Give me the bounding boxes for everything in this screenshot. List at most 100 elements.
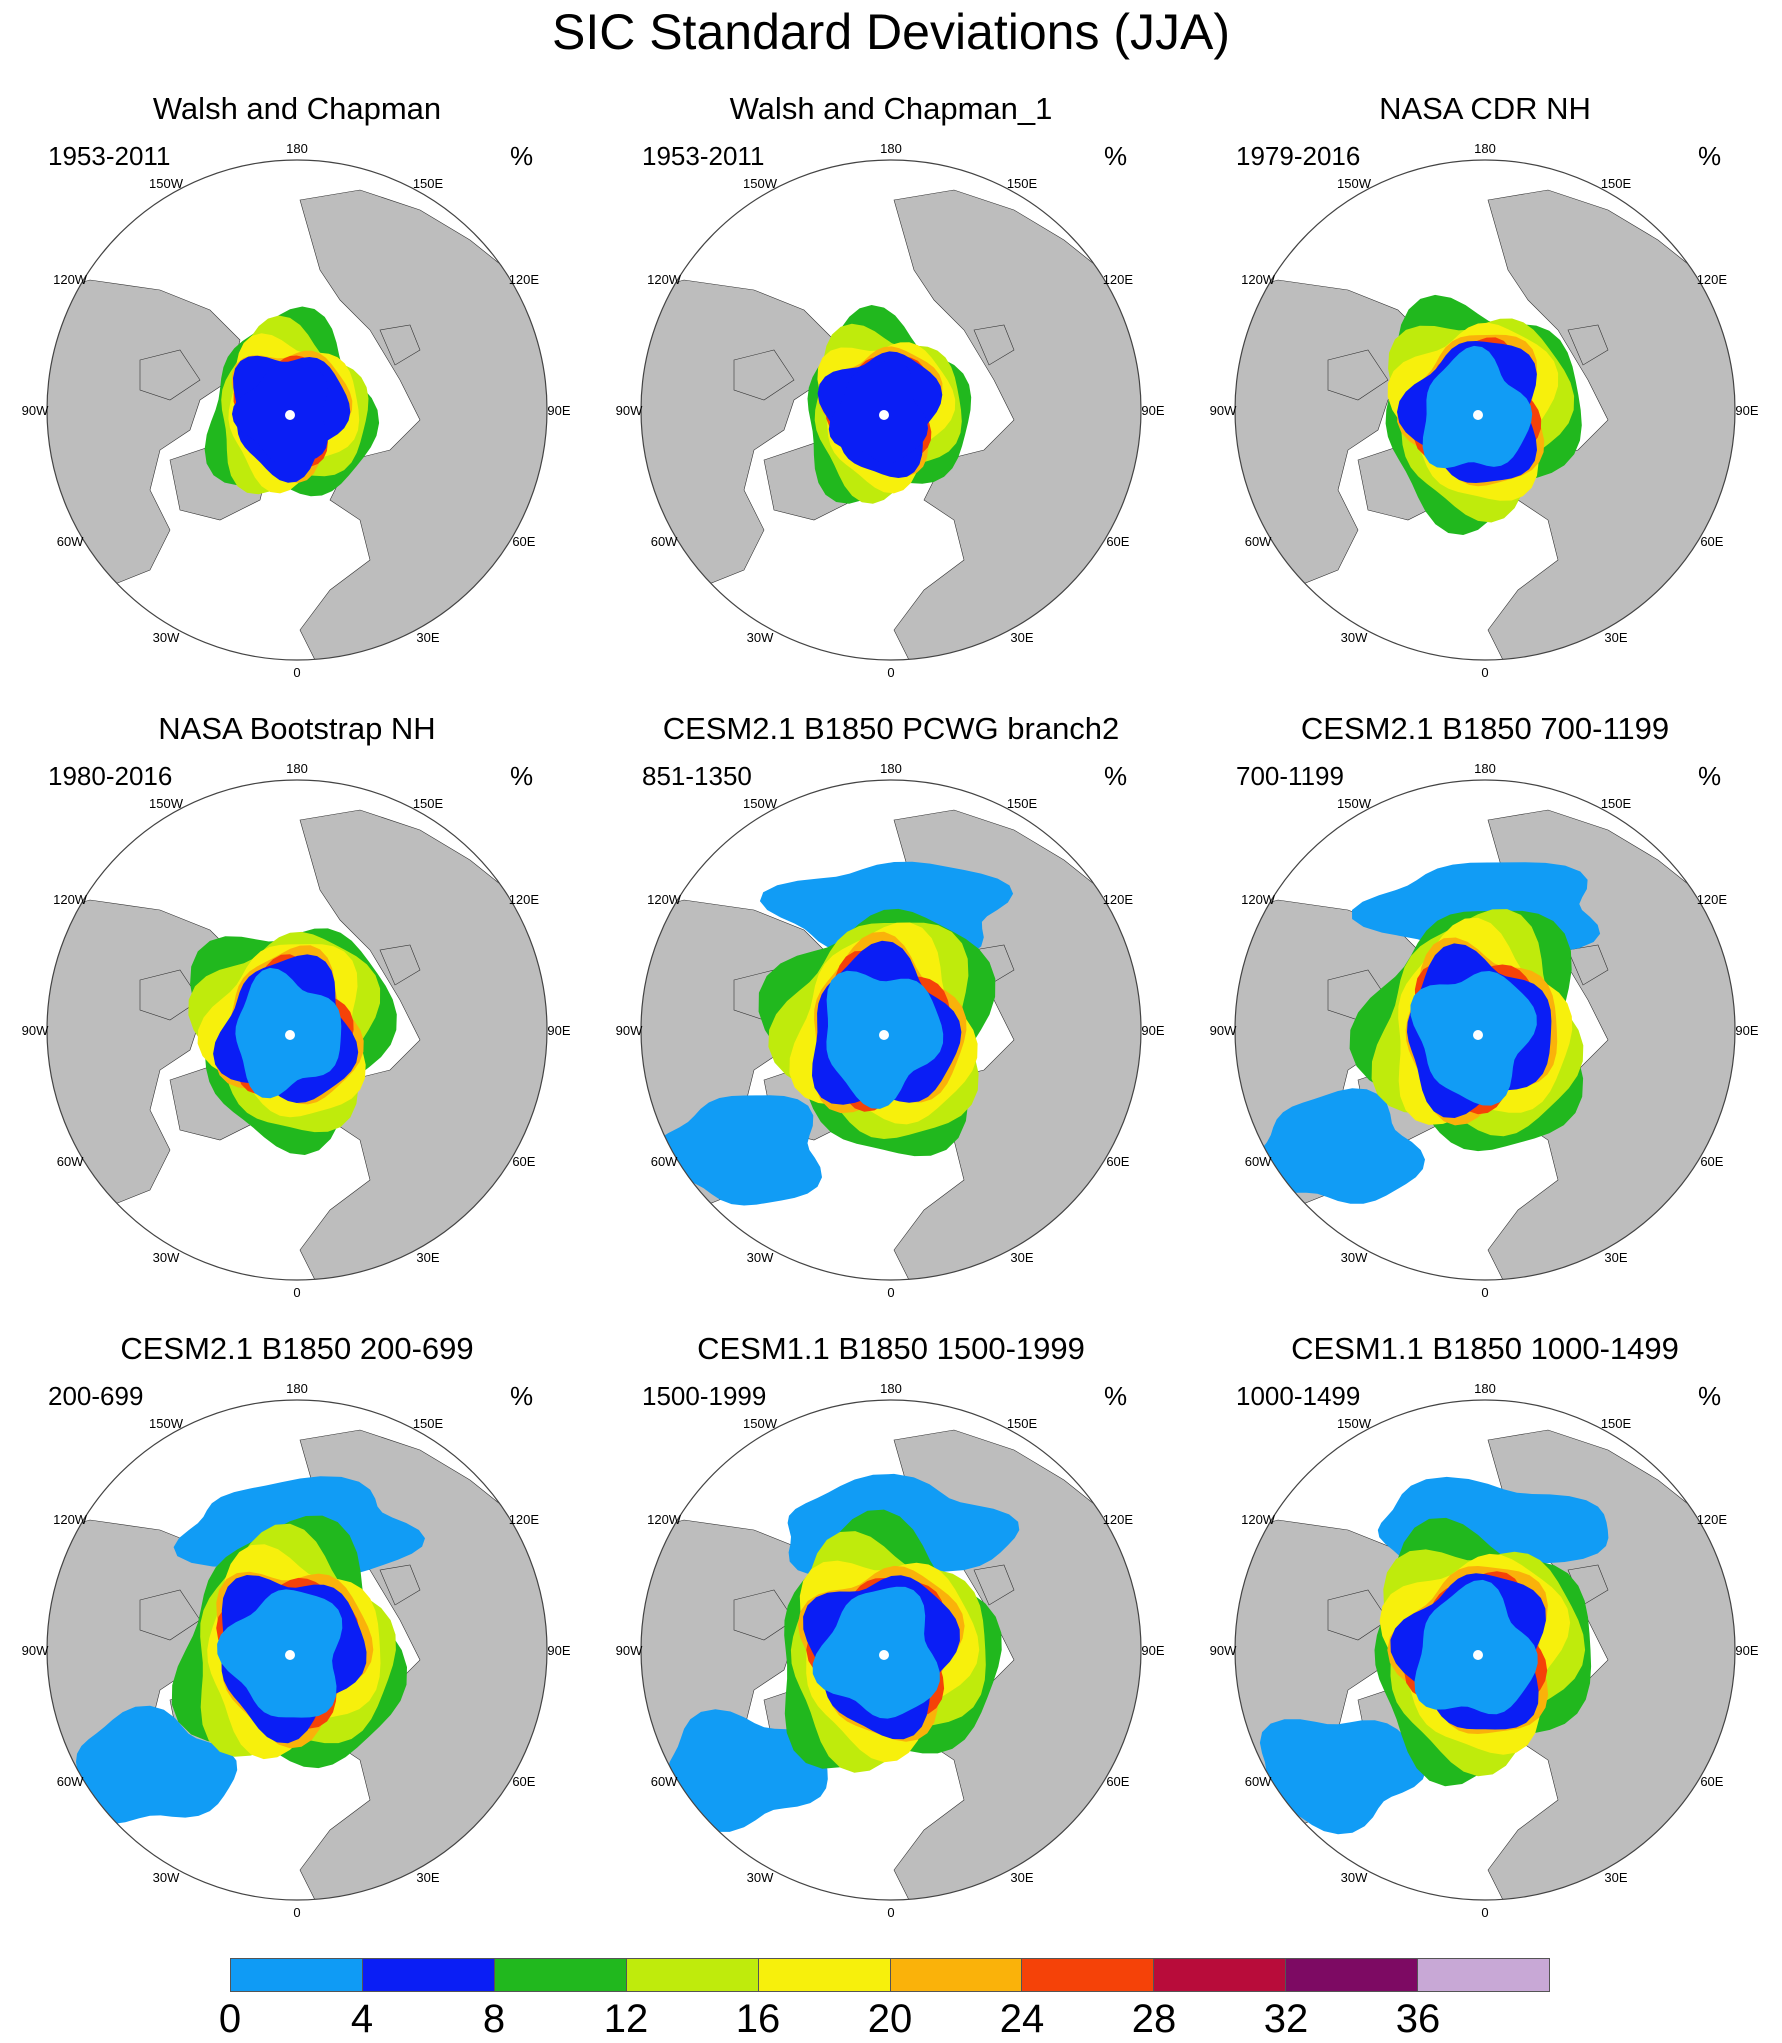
longitude-label: 90E bbox=[547, 1023, 570, 1038]
longitude-label: 30W bbox=[747, 1870, 774, 1885]
polar-map: 180 150E 120E 90E 60E 30E 0 30W 60W 90W 120W 150W bbox=[1210, 141, 1759, 680]
longitude-label: 120E bbox=[1697, 892, 1728, 907]
longitude-label: 60E bbox=[1106, 534, 1129, 549]
panel-period: 1000-1499 bbox=[1236, 1381, 1361, 1411]
longitude-label: 30W bbox=[747, 1250, 774, 1265]
colorbar-swatch bbox=[889, 1958, 1022, 1992]
longitude-label: 120W bbox=[647, 892, 682, 907]
panel-title: CESM2.1 B1850 700-1199 bbox=[1300, 711, 1670, 746]
longitude-label: 90W bbox=[1210, 1643, 1237, 1658]
longitude-label: 120E bbox=[1103, 1512, 1134, 1527]
longitude-label: 180 bbox=[286, 761, 308, 776]
longitude-label: 120W bbox=[1241, 892, 1276, 907]
longitude-label: 0 bbox=[887, 1905, 894, 1920]
colorbar-swatch bbox=[1417, 1958, 1551, 1992]
longitude-label: 180 bbox=[880, 761, 902, 776]
longitude-label: 180 bbox=[880, 1381, 902, 1396]
longitude-label: 30E bbox=[1010, 1870, 1033, 1885]
longitude-label: 30E bbox=[416, 1870, 439, 1885]
panel-period: 851-1350 bbox=[642, 761, 752, 791]
colorbar-swatch bbox=[1285, 1958, 1418, 1992]
longitude-label: 0 bbox=[887, 665, 894, 680]
longitude-label: 90E bbox=[547, 403, 570, 418]
longitude-label: 60E bbox=[1700, 1154, 1723, 1169]
longitude-label: 150E bbox=[413, 796, 444, 811]
longitude-label: 30W bbox=[153, 1870, 180, 1885]
longitude-label: 30E bbox=[1604, 630, 1627, 645]
longitude-label: 120W bbox=[1241, 1512, 1276, 1527]
longitude-label: 150W bbox=[149, 796, 184, 811]
panel-title: CESM1.1 B1850 1500-1999 bbox=[697, 1331, 1085, 1366]
panel-unit: % bbox=[510, 141, 534, 171]
longitude-label: 60E bbox=[1106, 1774, 1129, 1789]
longitude-label: 150E bbox=[1601, 1416, 1632, 1431]
map-panel: Walsh and Chapman 1953-2011% 180 150E 120E 90… bbox=[0, 90, 594, 710]
panel-period: 1500-1999 bbox=[642, 1381, 767, 1411]
longitude-label: 150W bbox=[1337, 1416, 1372, 1431]
colorbar-swatch bbox=[230, 1958, 362, 1992]
polar-map: 180 150E 120E 90E 60E 30E 0 30W 60W 90W 120W 150W bbox=[22, 1381, 571, 1920]
longitude-label: 120E bbox=[1103, 272, 1134, 287]
panel-title: Walsh and Chapman_1 bbox=[729, 91, 1053, 126]
longitude-label: 90E bbox=[1735, 1023, 1758, 1038]
longitude-label: 120E bbox=[1103, 892, 1134, 907]
longitude-label: 60W bbox=[57, 1154, 84, 1169]
polar-map: 180 150E 120E 90E 60E 30E 0 30W 60W 90W 120W 150W bbox=[1210, 1381, 1759, 1920]
colorbar-tick-label: 0 bbox=[218, 1997, 242, 2041]
longitude-label: 150E bbox=[413, 176, 444, 191]
map-panel: NASA Bootstrap NH 1980-2016% 180 150E 120E 90… bbox=[0, 710, 594, 1330]
longitude-label: 90E bbox=[1141, 403, 1164, 418]
longitude-label: 60W bbox=[57, 1774, 84, 1789]
longitude-label: 150W bbox=[743, 796, 778, 811]
map-panel: CESM2.1 B1850 200-699 200-699% 180 150E 120E… bbox=[0, 1330, 594, 1950]
panel-unit: % bbox=[510, 1381, 534, 1411]
longitude-label: 150E bbox=[413, 1416, 444, 1431]
longitude-label: 180 bbox=[1474, 141, 1496, 156]
longitude-label: 90E bbox=[1141, 1643, 1164, 1658]
longitude-label: 0 bbox=[887, 1285, 894, 1300]
longitude-label: 60E bbox=[512, 534, 535, 549]
colorbar-swatch bbox=[757, 1958, 890, 1992]
longitude-label: 0 bbox=[1481, 665, 1488, 680]
longitude-label: 120E bbox=[509, 1512, 540, 1527]
map-panel: NASA CDR NH 1979-2016% 180 150E 120E 90E 60E 30… bbox=[1188, 90, 1782, 710]
longitude-label: 120E bbox=[1697, 1512, 1728, 1527]
longitude-label: 180 bbox=[286, 1381, 308, 1396]
longitude-label: 0 bbox=[293, 1905, 300, 1920]
longitude-label: 150E bbox=[1007, 1416, 1038, 1431]
panel-unit: % bbox=[1698, 761, 1722, 791]
longitude-label: 90E bbox=[1735, 1643, 1758, 1658]
colorbar-labels: 0 4 8 12 16 20 24 28 32 36 bbox=[0, 1995, 1782, 2043]
colorbar-tick-label: 12 bbox=[603, 1997, 649, 2041]
panel-period: 200-699 bbox=[48, 1381, 144, 1411]
figure-title: SIC Standard Deviations (JJA) bbox=[551, 4, 1231, 60]
longitude-label: 60W bbox=[57, 534, 84, 549]
panel-title: CESM1.1 B1850 1000-1499 bbox=[1291, 1331, 1679, 1366]
longitude-label: 150W bbox=[1337, 176, 1372, 191]
longitude-label: 60E bbox=[1700, 534, 1723, 549]
longitude-label: 60E bbox=[1700, 1774, 1723, 1789]
longitude-label: 30W bbox=[1341, 1870, 1368, 1885]
longitude-label: 90W bbox=[616, 403, 643, 418]
colorbar-tick-label: 36 bbox=[1395, 1997, 1441, 2041]
panel-unit: % bbox=[1104, 141, 1128, 171]
longitude-label: 60E bbox=[1106, 1154, 1129, 1169]
longitude-label: 90W bbox=[22, 1023, 49, 1038]
longitude-label: 60W bbox=[1245, 1154, 1272, 1169]
colorbar-tick-label: 24 bbox=[999, 1997, 1045, 2041]
longitude-label: 120W bbox=[647, 272, 682, 287]
longitude-label: 90E bbox=[1735, 403, 1758, 418]
map-panel: CESM1.1 B1850 1500-1999 1500-1999% 180 150E… bbox=[594, 1330, 1188, 1950]
longitude-label: 60W bbox=[1245, 534, 1272, 549]
colorbar bbox=[230, 1958, 1551, 1992]
polar-map: 180 150E 120E 90E 60E 30E 0 30W 60W 90W 120W 150W bbox=[22, 761, 571, 1300]
longitude-label: 150E bbox=[1007, 176, 1038, 191]
colorbar-tick-label: 4 bbox=[350, 1997, 374, 2041]
longitude-label: 150W bbox=[149, 1416, 184, 1431]
colorbar-tick-label: 16 bbox=[735, 1997, 781, 2041]
longitude-label: 120E bbox=[509, 272, 540, 287]
longitude-label: 180 bbox=[1474, 761, 1496, 776]
longitude-label: 0 bbox=[293, 665, 300, 680]
longitude-label: 120W bbox=[53, 1512, 88, 1527]
longitude-label: 180 bbox=[286, 141, 308, 156]
